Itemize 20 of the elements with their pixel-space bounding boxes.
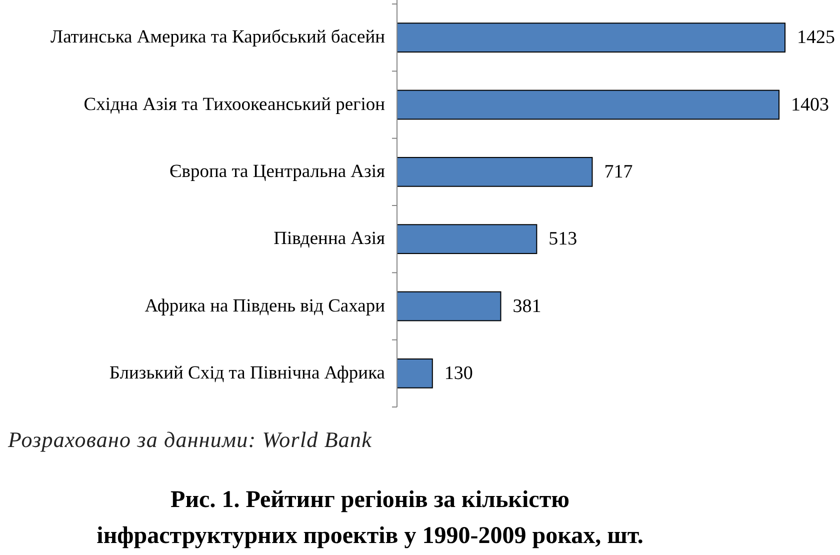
- bar: [396, 90, 780, 120]
- text: Рис. 1. Рейтинг регіонів за кількістю інфраструктурних проектів у 1990-2009 роках, шт.: [96, 487, 644, 549]
- y-tick-label: Південна Азія: [274, 229, 386, 250]
- y-tick-label: Європа та Центральна Азія: [170, 162, 386, 182]
- bar: [396, 156, 593, 187]
- y-tick-label: Близький Схід та Північна Африка: [109, 363, 385, 384]
- data-label: 1403: [791, 94, 830, 116]
- data-label: 717: [604, 161, 633, 182]
- bar: [396, 22, 786, 53]
- bar: [396, 291, 502, 322]
- bar: [396, 358, 433, 388]
- data-label: 513: [548, 228, 578, 250]
- data-label: 130: [444, 362, 473, 384]
- bar: [396, 224, 538, 254]
- text: Розраховано за данними: World Bank: [7, 427, 373, 452]
- data-label: 381: [512, 296, 542, 317]
- y-tick-label: Африка на Південь від Сахари: [144, 296, 386, 316]
- y-tick-label: Латинська Америка та Карибський басейн: [50, 28, 386, 48]
- y-tick-label: Східна Азія та Тихоокеанський регіон: [84, 94, 386, 115]
- data-label: 1425: [797, 27, 835, 48]
